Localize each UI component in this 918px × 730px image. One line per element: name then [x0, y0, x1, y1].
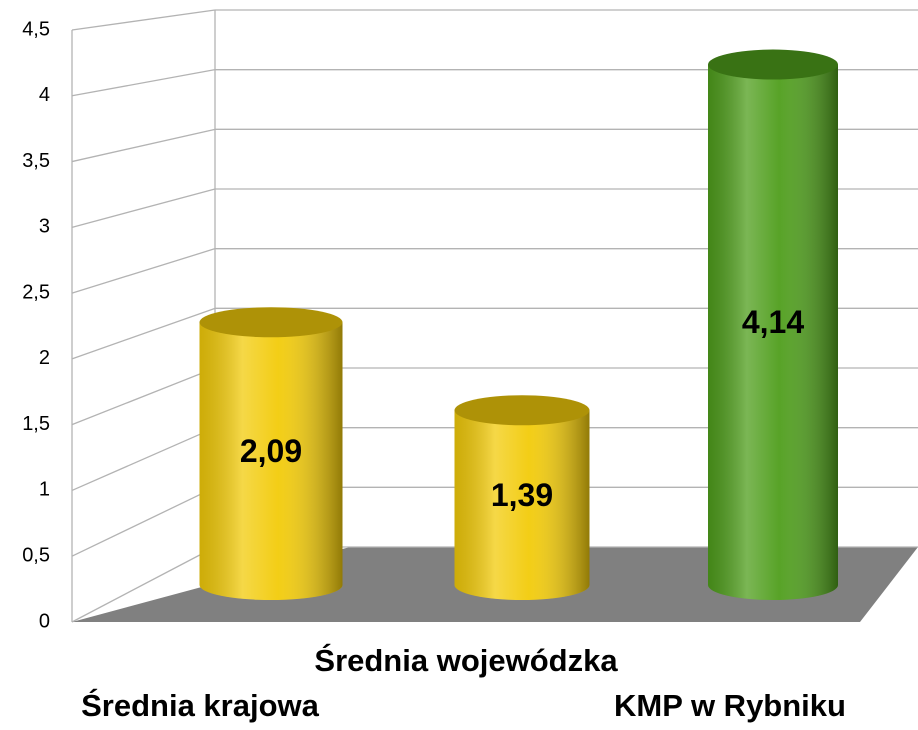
cylinder-top — [454, 395, 590, 426]
x-tick-label: Średnia krajowa — [81, 687, 320, 723]
grid-line — [71, 248, 216, 294]
grid-line — [71, 9, 216, 31]
y-tick-label: 1 — [39, 479, 50, 501]
grid-line — [71, 546, 216, 623]
cylinder-shade — [199, 322, 343, 585]
cylinder-top — [199, 307, 343, 338]
cylinder-top — [708, 49, 838, 80]
grid-line — [71, 367, 216, 426]
y-tick-label: 2 — [39, 347, 50, 369]
y-tick-label: 1,5 — [22, 413, 50, 435]
grid-line — [71, 486, 216, 557]
grid-line — [71, 188, 216, 228]
y-tick-label: 3,5 — [22, 150, 50, 172]
grid-line — [71, 307, 216, 360]
y-tick-label: 0 — [39, 610, 50, 632]
cylinder-shade — [454, 410, 590, 585]
value-label: 1,39 — [491, 477, 553, 513]
grid-line — [71, 69, 216, 97]
value-label: 4,14 — [742, 304, 804, 340]
grid-line — [71, 128, 216, 163]
value-label: 2,09 — [240, 433, 302, 469]
x-tick-label: KMP w Rybniku — [614, 688, 846, 723]
cylinder-shade — [708, 64, 838, 585]
y-tick-label: 4 — [39, 84, 50, 106]
y-tick-label: 4,5 — [22, 18, 50, 40]
y-tick-label: 2,5 — [22, 281, 50, 303]
x-tick-label: Średnia wojewódzka — [314, 642, 618, 678]
y-tick-label: 0,5 — [22, 545, 50, 567]
y-tick-label: 3 — [39, 216, 50, 238]
grid-line — [71, 427, 216, 492]
